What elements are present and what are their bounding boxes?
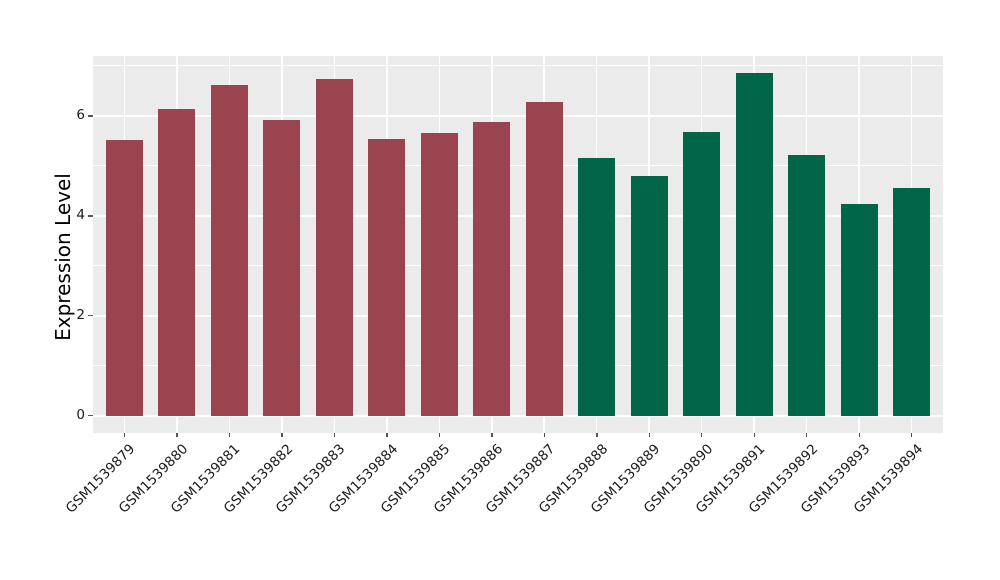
bar-GSM1539880 [158, 109, 196, 416]
bar-GSM1539884 [368, 138, 406, 416]
bar-GSM1539894 [893, 188, 931, 416]
x-tick-mark [123, 433, 126, 437]
x-tick-mark [543, 433, 546, 437]
x-tick-mark [806, 433, 808, 437]
x-tick-mark [438, 433, 441, 437]
x-tick-mark [753, 433, 755, 437]
gridline-minor-y [93, 365, 943, 367]
bar-GSM1539887 [525, 102, 563, 416]
y-tick-label: 6 [76, 107, 85, 124]
bar-GSM1539886 [473, 122, 511, 416]
y-tick-label: 0 [76, 407, 85, 424]
bar-GSM1539879 [105, 139, 143, 416]
gridline-major-y [93, 414, 943, 417]
gridline-minor-y [93, 165, 943, 167]
y-tick-label: 2 [76, 307, 85, 324]
y-tick-label: 4 [76, 207, 85, 224]
bar-GSM1539881 [210, 85, 248, 416]
bar-GSM1539890 [683, 132, 721, 416]
gridline-minor-y [93, 265, 943, 267]
gridline-major-y [93, 114, 943, 117]
gridline-major-y [93, 214, 943, 217]
x-tick-mark [281, 433, 283, 437]
y-tick-mark [88, 215, 93, 217]
y-tick-mark [88, 415, 93, 417]
plot-panel [93, 56, 943, 433]
bar-GSM1539891 [735, 72, 773, 416]
x-tick-mark [911, 433, 913, 437]
bar-GSM1539882 [263, 120, 301, 416]
x-tick-mark [386, 433, 388, 437]
y-tick-mark [88, 315, 93, 317]
bar-GSM1539885 [420, 133, 458, 416]
x-tick-mark [228, 433, 231, 437]
bar-GSM1539888 [578, 157, 616, 416]
y-tick-mark [88, 115, 93, 117]
x-tick-mark [701, 433, 703, 437]
bar-GSM1539892 [788, 155, 826, 416]
bar-GSM1539889 [630, 175, 668, 416]
x-tick-mark [648, 433, 650, 437]
x-tick-mark [176, 433, 178, 437]
x-tick-mark [858, 433, 860, 437]
x-tick-mark [333, 433, 336, 437]
x-tick-mark [596, 433, 598, 437]
y-axis-title: Expression Level [51, 173, 75, 341]
bar-GSM1539883 [315, 79, 353, 416]
gridline-major-y [93, 314, 943, 317]
bar-GSM1539893 [840, 204, 878, 416]
gridline-minor-y [93, 65, 943, 67]
x-tick-mark [491, 433, 493, 437]
